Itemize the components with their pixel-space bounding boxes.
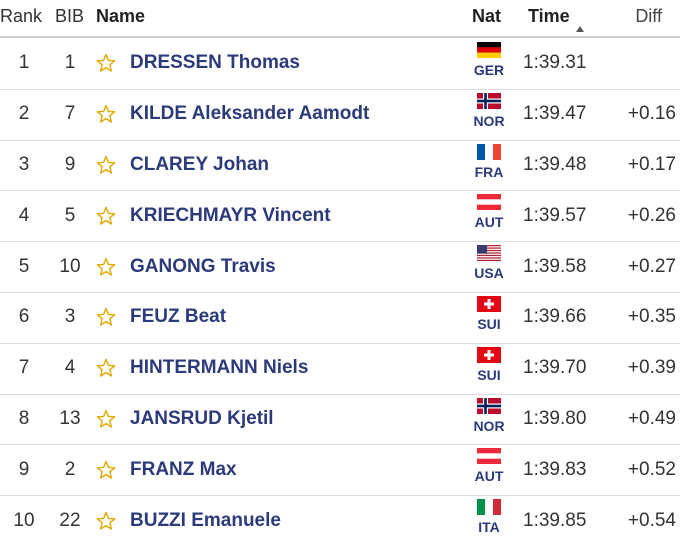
favorite-star[interactable] [96,460,116,480]
flag [477,92,501,109]
favorite-star[interactable] [96,206,116,226]
flag [477,448,501,465]
bib: 13 [59,408,81,429]
nation-code: GER [473,62,505,78]
time: 1:39.48 [523,154,587,175]
favorite-star[interactable] [96,155,116,175]
favorite-star[interactable] [96,104,116,124]
header-name: Name [96,6,146,26]
rank: 3 [18,154,30,175]
flag [477,397,501,414]
nation-code: USA [474,265,504,282]
athlete-name[interactable]: HINTERMANN Niels [130,357,309,379]
nation-code: NOR [473,417,505,434]
diff: +0.49 [627,408,676,429]
time: 1:39.47 [523,103,587,125]
sort-arrow [576,26,584,32]
flag [477,346,501,363]
nation-code: SUI [477,316,501,332]
diff: +0.52 [627,458,676,480]
bib: 2 [64,458,76,480]
header-diff: Diff [635,6,662,26]
bib: 9 [64,154,76,175]
header-rank: Rank [0,6,43,26]
athlete-name[interactable]: FEUZ Beat [130,306,227,328]
row-separator [0,88,680,90]
diff: +0.27 [627,255,676,277]
flag [477,42,501,58]
bib: 22 [59,509,81,531]
nation-code: AUT [474,468,504,485]
row-separator [0,444,680,446]
athlete-name[interactable]: BUZZI Emanuele [130,509,281,531]
row-separator [0,292,680,293]
rank: 8 [18,408,30,429]
nation-code: SUI [477,366,501,383]
rank: 1 [18,52,30,74]
flag [477,245,501,262]
favorite-star[interactable] [96,307,116,327]
bib: 1 [64,52,76,74]
bib: 7 [64,103,76,125]
rank: 7 [18,357,30,379]
header-bib: BIB [55,6,85,26]
header-time[interactable]: Time [528,6,570,26]
rank: 9 [18,458,30,480]
flag [477,499,501,516]
favorite-star[interactable] [96,409,116,429]
diff: +0.39 [627,357,676,379]
diff: +0.16 [627,103,676,125]
flag [477,194,501,211]
nation-code: AUT [474,214,504,231]
row-separator [0,393,680,395]
nation-code: ITA [478,519,500,536]
time: 1:39.57 [523,204,587,226]
row-separator [0,342,680,344]
time: 1:39.31 [523,52,587,74]
rank: 5 [18,255,30,277]
rank: 10 [13,509,35,531]
nation-code: FRA [474,163,504,180]
favorite-star[interactable] [96,257,116,277]
rank: 6 [18,306,30,328]
time: 1:39.80 [523,408,587,429]
favorite-star[interactable] [96,53,116,73]
nation-code: NOR [473,112,505,129]
athlete-name[interactable]: FRANZ Max [130,458,237,480]
row-separator [0,495,680,497]
athlete-name[interactable]: CLAREY Johan [130,154,270,175]
row-separator [0,190,680,192]
diff: +0.35 [627,306,676,328]
header-border [0,36,680,38]
diff: +0.54 [627,509,676,531]
athlete-name[interactable]: GANONG Travis [130,255,276,277]
favorite-star[interactable] [96,358,116,378]
diff: +0.17 [627,154,676,175]
header-nat: Nat [472,6,502,26]
favorite-star[interactable] [96,511,116,531]
rank: 4 [18,204,30,226]
bib: 3 [64,306,76,328]
row-separator [0,241,680,243]
time: 1:39.83 [523,458,587,480]
diff: +0.26 [627,204,676,226]
time: 1:39.58 [523,255,587,277]
time: 1:39.85 [523,509,587,531]
rank: 2 [18,103,30,125]
athlete-name[interactable]: KILDE Aleksander Aamodt [130,103,370,125]
bib: 4 [64,357,76,379]
flag [477,143,501,160]
bib: 10 [59,255,81,277]
athlete-name[interactable]: DRESSEN Thomas [130,52,300,74]
time: 1:39.70 [523,357,587,379]
time: 1:39.66 [523,306,587,328]
athlete-name[interactable]: KRIECHMAYR Vincent [130,204,331,226]
row-separator [0,139,680,141]
athlete-name[interactable]: JANSRUD Kjetil [130,408,274,429]
flag [477,296,501,312]
bib: 5 [64,204,76,226]
